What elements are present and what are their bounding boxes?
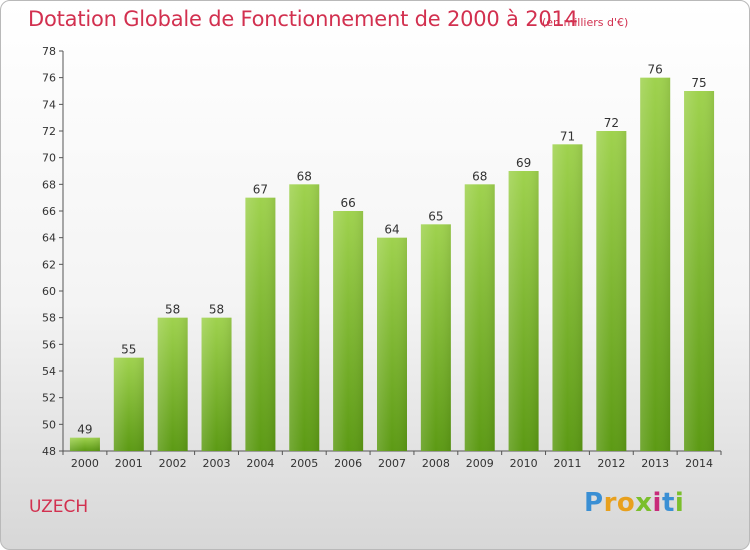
bar-value-label: 71	[560, 129, 575, 143]
x-tick-label: 2007	[378, 457, 406, 470]
bar-shade	[289, 184, 320, 452]
bar-labels: 49 2000 55 2001 58 2002 58 2003 67 2004 68 2005 66 20…	[71, 63, 713, 470]
bar-shade	[640, 77, 671, 452]
y-tick-label: 68	[42, 178, 56, 191]
y-tick-label: 48	[42, 445, 56, 458]
bar-shade	[420, 224, 451, 451]
bar-value-label: 75	[691, 76, 706, 90]
y-tick-label: 78	[42, 45, 56, 58]
y-tick-label: 72	[42, 125, 56, 138]
bar-shade	[684, 91, 715, 451]
bar-value-label: 55	[121, 343, 136, 357]
proxiti-logo: Proxiti	[584, 488, 684, 518]
x-tick-label: 2004	[246, 457, 274, 470]
x-tick-label: 2005	[290, 457, 318, 470]
bar-value-label: 58	[165, 303, 180, 317]
commune-name: UZECH	[29, 497, 89, 517]
logo-letter: r	[603, 488, 617, 518]
bar-value-label: 68	[297, 169, 312, 183]
y-tick-label: 70	[42, 152, 56, 165]
x-tick-label: 2000	[71, 457, 99, 470]
bar-shade	[552, 144, 583, 452]
bar-shade	[201, 317, 232, 451]
logo-letter: P	[584, 488, 604, 518]
bar-shade	[508, 171, 539, 451]
x-tick-label: 2014	[685, 457, 713, 470]
bar-value-label: 69	[516, 156, 531, 170]
bar-shade	[464, 184, 495, 452]
logo-letter: x	[635, 488, 653, 518]
bar-value-label: 68	[472, 169, 487, 183]
x-tick-label: 2003	[203, 457, 231, 470]
y-tick-label: 52	[42, 392, 56, 405]
logo-letter: i	[674, 488, 685, 518]
bar-value-label: 49	[77, 423, 92, 437]
x-tick-label: 2012	[597, 457, 625, 470]
x-tick-label: 2008	[422, 457, 450, 470]
y-tick-label: 74	[42, 98, 56, 111]
bar-shade	[596, 131, 627, 451]
bar-value-label: 66	[340, 196, 355, 210]
bar-value-label: 72	[604, 116, 619, 130]
x-tick-label: 2011	[553, 457, 581, 470]
bar-value-label: 58	[209, 303, 224, 317]
x-tick-label: 2009	[466, 457, 494, 470]
chart-title: Dotation Globale de Fonctionnement de 20…	[28, 7, 578, 31]
y-tick-label: 50	[42, 418, 56, 431]
y-tick-label: 60	[42, 285, 56, 298]
bar-value-label: 64	[384, 223, 399, 237]
logo-letter: t	[661, 488, 675, 518]
bars	[69, 77, 715, 452]
y-tick-label: 54	[42, 365, 56, 378]
y-tick-label: 66	[42, 205, 56, 218]
x-tick-label: 2006	[334, 457, 362, 470]
y-tick-label: 58	[42, 312, 56, 325]
x-tick-label: 2002	[159, 457, 187, 470]
bar-shade	[69, 437, 100, 451]
axes: 48 50 52 54 56 58 60 62 64 66 68 70 72 74 76 78	[42, 45, 722, 458]
y-tick-label: 64	[42, 232, 56, 245]
logo-letter: i	[652, 488, 662, 518]
bar-shade	[333, 211, 364, 451]
logo-letter: o	[616, 488, 636, 518]
bar-shade	[113, 357, 144, 451]
bar-shade	[377, 237, 407, 451]
bar-value-label: 67	[253, 183, 268, 197]
bar-value-label: 76	[648, 63, 663, 77]
x-tick-label: 2013	[641, 457, 669, 470]
x-tick-label: 2010	[510, 457, 538, 470]
y-tick-label: 76	[42, 72, 56, 85]
x-tick-label: 2001	[115, 457, 143, 470]
bar-value-label: 65	[428, 209, 443, 223]
bar-shade	[245, 197, 276, 451]
bar-shade	[157, 317, 188, 451]
y-tick-label: 62	[42, 258, 56, 271]
chart-unit: (en milliers d'€)	[542, 16, 629, 29]
y-tick-label: 56	[42, 338, 56, 351]
